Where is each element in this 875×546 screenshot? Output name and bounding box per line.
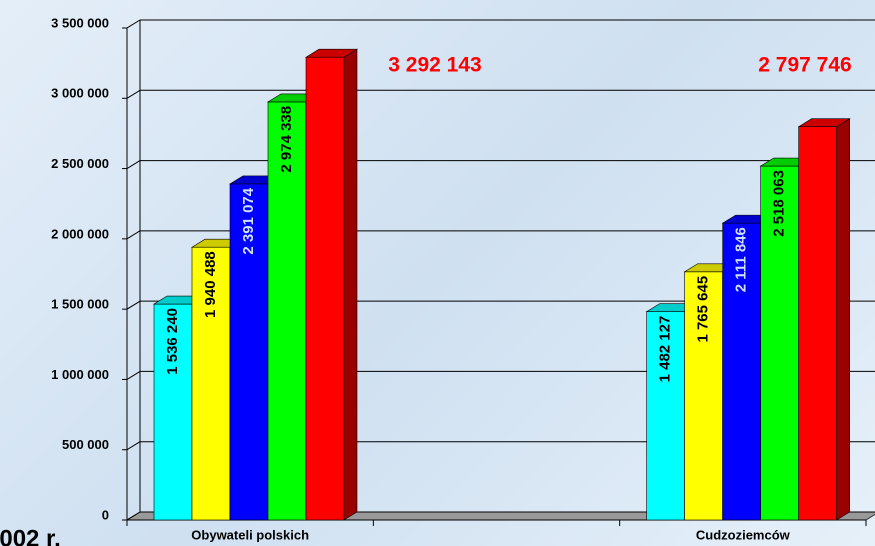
value-label: 2 974 338 [278, 106, 295, 173]
value-label: 1 536 240 [164, 308, 181, 375]
grid-line-side [126, 160, 141, 169]
grid-line-side [126, 300, 141, 310]
value-label: 1 765 645 [695, 276, 712, 343]
value-label: 1 482 127 [657, 316, 674, 383]
bar [798, 126, 837, 521]
grid-line-side [126, 230, 141, 240]
annotation: 2002 r. [0, 525, 61, 546]
bar [760, 165, 799, 521]
value-label: 2 111 846 [733, 227, 750, 292]
y-tick-label: 1 000 000 [51, 367, 109, 382]
grid-line-side [126, 19, 141, 29]
value-label: 3 292 143 [388, 54, 481, 77]
grid-line-side [126, 371, 141, 380]
y-tick-label: 2 500 000 [51, 156, 109, 171]
y-tick-label: 1 500 000 [51, 297, 109, 312]
bar [191, 246, 231, 521]
grid-line-side [126, 89, 141, 99]
bar [722, 222, 761, 521]
grid-line-side [126, 441, 141, 451]
bar [646, 311, 685, 521]
bar-side [836, 118, 850, 521]
bar [229, 183, 269, 521]
y-tick-label: 500 000 [62, 437, 109, 452]
x-tick-label: Cudzoziemców [696, 527, 791, 542]
y-tick-label: 3 000 000 [51, 86, 109, 101]
bar [305, 56, 345, 521]
value-label: 1 940 488 [202, 251, 219, 318]
y-tick-label: 2 000 000 [51, 226, 109, 241]
bar [153, 303, 193, 521]
value-label: 2 797 746 [758, 54, 851, 77]
bar [267, 101, 307, 521]
bar-side [343, 48, 358, 521]
value-label: 2 518 063 [771, 170, 788, 237]
value-label: 2 391 074 [240, 187, 257, 254]
y-tick-label: 0 [102, 507, 109, 522]
grid-line-side [126, 511, 141, 521]
x-tick-label: Obywateli polskich [191, 527, 309, 542]
y-tick-label: 3 500 000 [51, 15, 109, 30]
bar [684, 271, 723, 521]
